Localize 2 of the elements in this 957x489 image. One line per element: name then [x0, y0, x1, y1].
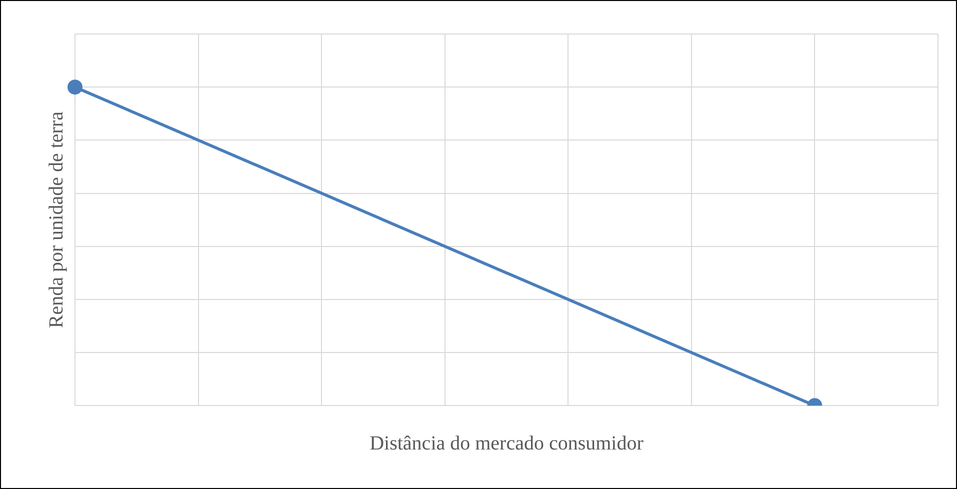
x-axis-title: Distância do mercado consumidor	[370, 432, 644, 454]
y-axis-title: Renda por unidade de terra	[45, 111, 68, 328]
